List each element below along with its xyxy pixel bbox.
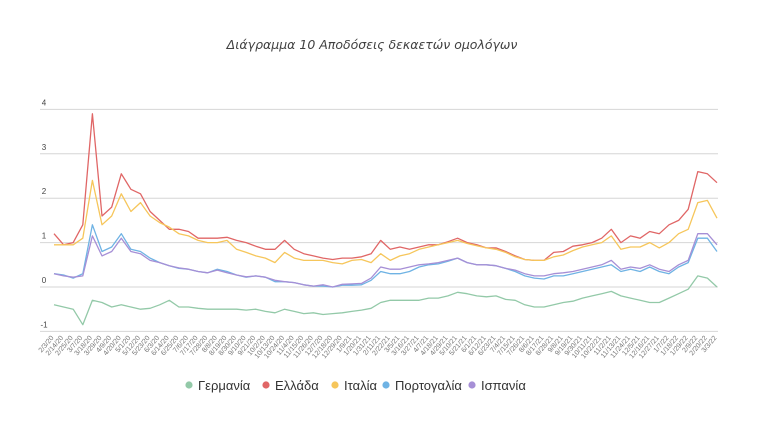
series-line-5 — [53, 233, 718, 288]
series-line-2 — [53, 113, 718, 262]
series-line-1 — [53, 275, 718, 326]
y-tick-label: 3 — [42, 143, 47, 152]
legend-label-5: Ισπανία — [481, 378, 526, 393]
legend-marker-1 — [185, 381, 193, 389]
legend-label-1: Γερμανία — [198, 378, 251, 393]
legend: Γερμανία Ελλάδα Ιταλία Πορτογαλία Ισπανία — [185, 378, 526, 393]
legend-label-3: Ιταλία — [344, 378, 377, 393]
y-tick-label: 4 — [42, 98, 47, 107]
chart-title: Διάγραμμα 10 Αποδόσεις δεκαετών ομολόγων — [226, 37, 518, 52]
legend-label-2: Ελλάδα — [275, 378, 319, 393]
series-lines — [53, 113, 718, 326]
x-axis: 2/3/202/14/202/25/203/7/203/18/203/29/20… — [38, 335, 719, 360]
gridlines — [40, 108, 718, 332]
series-line-4 — [53, 224, 718, 288]
y-tick-label: 1 — [42, 232, 47, 241]
legend-marker-4 — [382, 381, 390, 389]
y-tick-label: 2 — [42, 187, 47, 196]
y-tick-label: -1 — [40, 320, 48, 329]
legend-marker-2 — [262, 381, 270, 389]
series-line-3 — [54, 179, 718, 265]
legend-label-4: Πορτογαλία — [395, 378, 462, 393]
legend-marker-5 — [468, 381, 476, 389]
y-axis: -1 0 1 2 3 4 — [40, 98, 48, 329]
y-tick-label: 0 — [42, 276, 47, 285]
legend-marker-3 — [331, 381, 339, 389]
